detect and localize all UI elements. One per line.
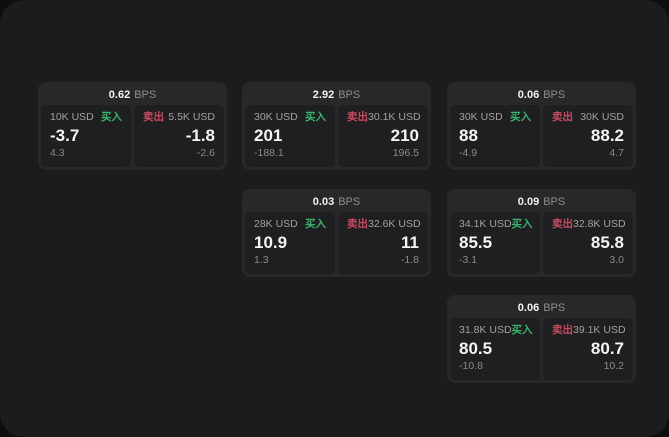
buy-panel[interactable]: 10K USD 买入 -3.7 4.3 <box>41 105 131 167</box>
bps-unit: BPS <box>543 89 566 101</box>
buy-amount: 34.1K USD <box>459 218 512 230</box>
buy-price: 80.5 <box>459 339 493 358</box>
buy-price: 10.9 <box>254 233 288 252</box>
buy-delta: 4.3 <box>50 147 65 159</box>
buy-delta: -3.1 <box>459 254 478 266</box>
quote-card[interactable]: 2.92 BPS 30K USD 买入 201 -188.1 卖出 30.1K U… <box>242 82 431 170</box>
sell-label: 卖出 <box>552 218 573 230</box>
sell-delta: -1.8 <box>400 254 419 266</box>
buy-panel[interactable]: 30K USD 买入 201 -188.1 <box>245 105 335 167</box>
buy-label: 买入 <box>101 111 122 123</box>
sell-price: -1.8 <box>185 126 215 145</box>
sell-amount: 32.6K USD <box>368 218 421 230</box>
sell-price: 210 <box>390 126 419 145</box>
buy-delta: -188.1 <box>254 147 284 159</box>
bps-header: 0.09 BPS <box>450 192 633 212</box>
bps-unit: BPS <box>134 89 157 101</box>
bps-header: 2.92 BPS <box>245 85 428 105</box>
bps-unit: BPS <box>338 89 361 101</box>
buy-delta: 1.3 <box>254 254 269 266</box>
sell-amount: 30K USD <box>580 111 624 123</box>
buy-panel[interactable]: 31.8K USD 买入 80.5 -10.8 <box>450 318 540 380</box>
bps-header: 0.06 BPS <box>450 298 633 318</box>
bps-value: 0.06 <box>517 89 540 101</box>
sell-label: 卖出 <box>552 111 573 123</box>
buy-label: 买入 <box>511 218 533 230</box>
buy-panel[interactable]: 34.1K USD 买入 85.5 -3.1 <box>450 212 540 274</box>
buy-price: 88 <box>459 126 478 145</box>
sell-label: 卖出 <box>347 111 368 123</box>
buy-amount: 30K USD <box>459 111 503 123</box>
sell-panel[interactable]: 卖出 5.5K USD -1.8 -2.6 <box>134 105 224 167</box>
sell-label: 卖出 <box>143 111 164 123</box>
sell-delta: 3.0 <box>609 254 624 266</box>
buy-amount: 30K USD <box>254 111 298 123</box>
bps-value: 0.03 <box>312 196 335 208</box>
buy-delta: -10.8 <box>459 360 483 372</box>
buy-amount: 31.8K USD <box>459 324 512 336</box>
bps-unit: BPS <box>338 196 361 208</box>
bps-header: 0.03 BPS <box>245 192 428 212</box>
bps-value: 0.09 <box>517 196 540 208</box>
buy-amount: 28K USD <box>254 218 298 230</box>
buy-panel[interactable]: 28K USD 买入 10.9 1.3 <box>245 212 335 274</box>
sell-amount: 30.1K USD <box>368 111 421 123</box>
sell-panel[interactable]: 卖出 30K USD 88.2 4.7 <box>543 105 633 167</box>
bps-value: 0.06 <box>517 302 540 314</box>
bps-unit: BPS <box>543 302 566 314</box>
buy-label: 买入 <box>510 111 531 123</box>
buy-label: 买入 <box>305 218 326 230</box>
sell-label: 卖出 <box>347 218 368 230</box>
quote-card[interactable]: 0.03 BPS 28K USD 买入 10.9 1.3 卖出 32.6K USD… <box>242 189 431 277</box>
bps-value: 2.92 <box>312 89 335 101</box>
sell-delta: 196.5 <box>392 147 419 159</box>
buy-delta: -4.9 <box>459 147 478 159</box>
bps-header: 0.06 BPS <box>450 85 633 105</box>
sell-panel[interactable]: 卖出 30.1K USD 210 196.5 <box>338 105 428 167</box>
quote-card[interactable]: 0.06 BPS 31.8K USD 买入 80.5 -10.8 卖出 39.1K… <box>447 295 636 383</box>
sell-amount: 5.5K USD <box>168 111 215 123</box>
sell-delta: -2.6 <box>196 147 215 159</box>
bps-unit: BPS <box>543 196 566 208</box>
buy-amount: 10K USD <box>50 111 94 123</box>
sell-amount: 32.8K USD <box>573 218 626 230</box>
sell-label: 卖出 <box>552 324 573 336</box>
sell-delta: 10.2 <box>603 360 624 372</box>
quote-card[interactable]: 0.06 BPS 30K USD 买入 88 -4.9 卖出 30K USD 88… <box>447 82 636 170</box>
buy-price: 201 <box>254 126 283 145</box>
buy-label: 买入 <box>305 111 326 123</box>
bps-value: 0.62 <box>108 89 131 101</box>
sell-panel[interactable]: 卖出 32.6K USD 11 -1.8 <box>338 212 428 274</box>
quote-card[interactable]: 0.09 BPS 34.1K USD 买入 85.5 -3.1 卖出 32.8K … <box>447 189 636 277</box>
sell-price: 11 <box>401 233 419 252</box>
sell-price: 88.2 <box>590 126 624 145</box>
sell-price: 80.7 <box>590 339 624 358</box>
buy-panel[interactable]: 30K USD 买入 88 -4.9 <box>450 105 540 167</box>
quote-card[interactable]: 0.62 BPS 10K USD 买入 -3.7 4.3 卖出 5.5K USD … <box>38 82 227 170</box>
buy-price: -3.7 <box>50 126 80 145</box>
sell-panel[interactable]: 卖出 39.1K USD 80.7 10.2 <box>543 318 633 380</box>
sell-price: 85.8 <box>590 233 624 252</box>
sell-panel[interactable]: 卖出 32.8K USD 85.8 3.0 <box>543 212 633 274</box>
bps-header: 0.62 BPS <box>41 85 224 105</box>
sell-amount: 39.1K USD <box>573 324 626 336</box>
buy-price: 85.5 <box>459 233 493 252</box>
buy-label: 买入 <box>511 324 533 336</box>
sell-delta: 4.7 <box>609 147 624 159</box>
